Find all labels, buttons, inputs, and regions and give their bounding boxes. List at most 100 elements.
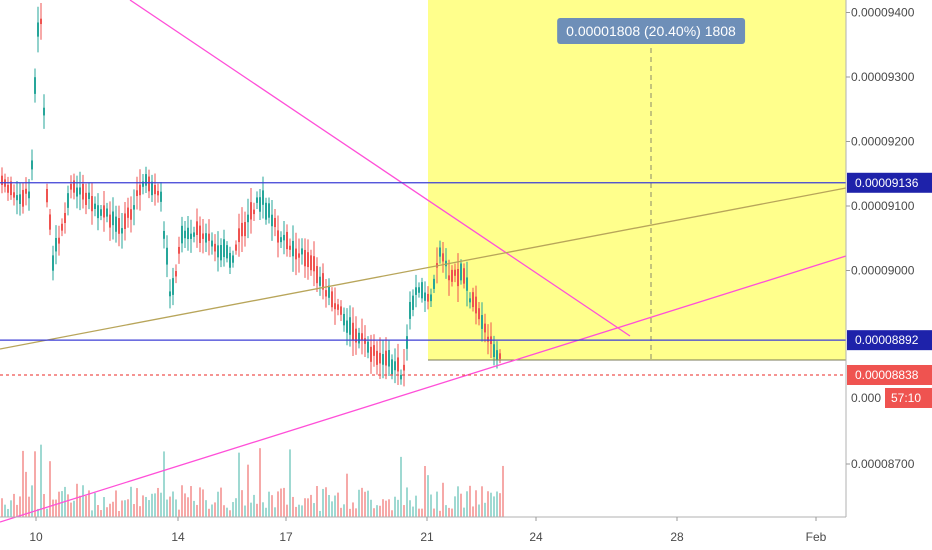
volume-bar: [4, 504, 6, 517]
candle-body: [94, 203, 96, 210]
trend-line-ascending-support[interactable]: [0, 255, 847, 523]
candle-body: [472, 292, 474, 308]
candle-body: [427, 293, 429, 302]
volume-bar: [319, 510, 321, 517]
volume-bar: [472, 506, 474, 517]
volume-bar: [343, 504, 345, 517]
price-axis[interactable]: 0.00009400 0.00009300 0.00009200 0.00009100…: [846, 6, 915, 472]
candle-body: [415, 287, 417, 295]
candle-body: [343, 313, 345, 326]
drawing-lines[interactable]: [0, 0, 847, 523]
volume-bar: [28, 496, 30, 517]
volume-bar: [79, 495, 81, 517]
volume-bar: [121, 500, 123, 517]
candle-body: [139, 184, 141, 196]
trend-line-descending[interactable]: [129, 0, 631, 337]
candle-body: [220, 245, 222, 261]
candle-body: [109, 214, 111, 228]
volume-bar: [451, 508, 453, 517]
volume-bar: [322, 488, 324, 517]
candle-body: [103, 205, 105, 218]
volume-bar: [292, 496, 294, 517]
volume-bar: [376, 505, 378, 517]
volume-bar: [226, 507, 228, 517]
volume-bar: [97, 505, 99, 517]
volume-bar: [349, 508, 351, 517]
volume-bar: [499, 493, 501, 517]
candle-body: [16, 195, 18, 201]
volume-bar: [385, 500, 387, 517]
price-tick-label: 0.00009300: [851, 70, 915, 84]
candle-body: [22, 189, 24, 207]
volume-bar: [139, 506, 141, 517]
candle-body: [250, 202, 252, 220]
candle-body: [64, 213, 66, 224]
candle-body: [172, 278, 174, 295]
volume-bar: [253, 494, 255, 517]
volume-bar: [100, 510, 102, 517]
volume-bar: [58, 491, 60, 517]
candle-body: [13, 192, 15, 198]
candle-body: [253, 209, 255, 215]
volume-bar: [478, 504, 480, 517]
volume-bar: [268, 491, 270, 517]
volume-bar: [229, 510, 231, 517]
volume-bar: [487, 491, 489, 517]
time-tick-label: 14: [171, 530, 185, 544]
candle-body: [283, 234, 285, 241]
volume-bar: [442, 482, 444, 517]
candle-body: [361, 333, 363, 340]
trend-line-ascending-olive[interactable]: [0, 187, 847, 350]
volume-bar: [304, 498, 306, 517]
candle-body: [175, 271, 177, 277]
candle-body: [46, 188, 48, 203]
candle-body: [223, 239, 225, 258]
candle-body: [67, 193, 69, 208]
candle-body: [412, 295, 414, 310]
volume-bar: [436, 491, 438, 517]
candle-body: [49, 214, 51, 230]
volume-bar: [370, 499, 372, 517]
volume-bar: [175, 499, 177, 517]
candle-body: [292, 240, 294, 257]
volume-bar: [466, 491, 468, 517]
time-axis[interactable]: 10 14 17 21 24 28 Feb: [29, 517, 827, 544]
candle-body: [163, 230, 165, 239]
candle-body: [274, 217, 276, 228]
candle-body: [304, 249, 306, 267]
volume-bar: [124, 500, 126, 517]
volume-bar: [211, 504, 213, 517]
volume-bar: [142, 495, 144, 517]
level-price-tag-1: 0.00009136: [855, 176, 919, 190]
measurement-box[interactable]: [428, 0, 846, 360]
candlesticks: [1, 2, 501, 387]
level-price-tag-1-bg: [847, 172, 932, 193]
candle-body: [37, 22, 39, 37]
volume-bar: [394, 496, 396, 517]
candle-body: [55, 237, 57, 252]
volume-bar: [169, 496, 171, 517]
candle-body: [169, 291, 171, 297]
price-tick-label: 0.00009400: [851, 6, 915, 20]
volume-bar: [274, 507, 276, 517]
volume-bar: [10, 500, 12, 517]
volume-bar: [49, 461, 51, 517]
candle-body: [364, 338, 366, 344]
volume-bar: [457, 486, 459, 517]
volume-bar: [61, 491, 63, 517]
candle-body: [256, 197, 258, 203]
countdown-bg: [885, 387, 932, 408]
volume-bar: [88, 490, 90, 517]
countdown-timer: 57:10: [891, 391, 921, 405]
volume-bar: [91, 510, 93, 517]
volume-bar: [427, 475, 429, 517]
candle-body: [280, 237, 282, 243]
candle-body: [121, 228, 123, 234]
volume-bar: [484, 502, 486, 517]
volume-bar: [106, 507, 108, 517]
volume-bar: [25, 471, 27, 517]
candle-body: [406, 336, 408, 349]
candle-body: [40, 18, 42, 25]
volume-bar: [409, 500, 411, 517]
